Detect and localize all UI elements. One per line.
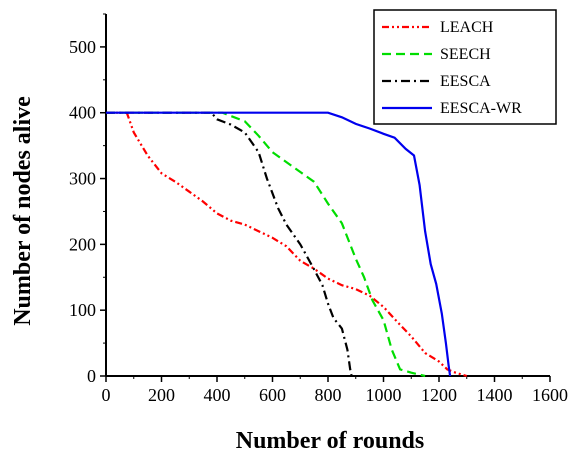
series-line-seech	[106, 111, 426, 378]
x-tick-label: 0	[102, 385, 111, 405]
legend-label: LEACH	[440, 19, 494, 36]
x-tick-label: 800	[315, 385, 342, 405]
series-line-eesca-wr	[106, 111, 452, 377]
series-line-leach	[106, 111, 468, 378]
series-layer	[106, 111, 468, 378]
series-line-eesca	[106, 111, 353, 377]
y-tick-label: 300	[69, 169, 96, 189]
x-tick-label: 200	[148, 385, 175, 405]
legend-label: EESCA-WR	[440, 100, 522, 117]
y-tick-label: 200	[69, 234, 96, 254]
axes: 0 200 400 600 800 1000 1200 1400 1600 0 100 200 300 4…	[69, 13, 568, 405]
y-axis-title: Number of nodes alive	[10, 96, 36, 326]
x-tick-label: 1000	[366, 385, 402, 405]
x-tick-label: 1200	[421, 385, 457, 405]
x-axis-title: Number of rounds	[236, 428, 424, 454]
legend-label: SEECH	[440, 46, 491, 63]
y-tick-label: 0	[87, 366, 96, 386]
legend-label: EESCA	[440, 73, 491, 90]
y-tick-label: 500	[69, 37, 96, 57]
x-tick-label: 600	[259, 385, 286, 405]
y-tick-label: 100	[69, 300, 96, 320]
x-tick-label: 400	[204, 385, 231, 405]
legend-box	[373, 9, 557, 125]
x-tick-label: 1400	[477, 385, 513, 405]
legend: LEACH SEECH EESCA EESCA-WR	[373, 9, 557, 125]
y-tick-label: 400	[69, 103, 96, 123]
x-tick-label: 1600	[532, 385, 568, 405]
